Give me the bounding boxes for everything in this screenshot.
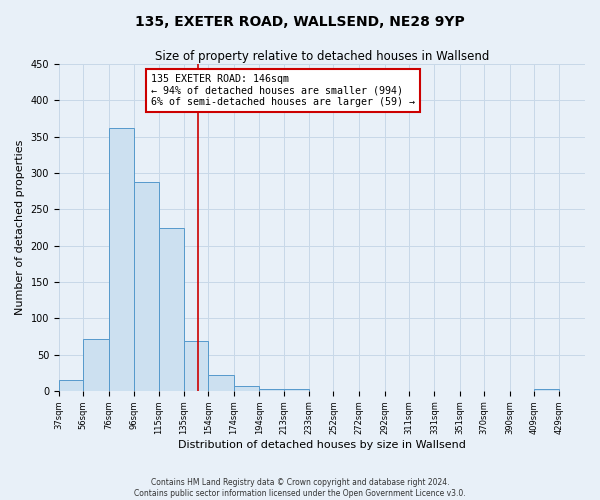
Text: 135 EXETER ROAD: 146sqm
← 94% of detached houses are smaller (994)
6% of semi-de: 135 EXETER ROAD: 146sqm ← 94% of detache…: [151, 74, 415, 107]
Bar: [259, 388, 284, 391]
Bar: [534, 388, 559, 391]
Bar: [59, 380, 83, 391]
Y-axis label: Number of detached properties: Number of detached properties: [15, 140, 25, 315]
Bar: [284, 388, 309, 391]
Bar: [158, 228, 184, 391]
Text: Contains HM Land Registry data © Crown copyright and database right 2024.
Contai: Contains HM Land Registry data © Crown c…: [134, 478, 466, 498]
Bar: [134, 182, 158, 391]
X-axis label: Distribution of detached houses by size in Wallsend: Distribution of detached houses by size …: [178, 440, 466, 450]
Text: 135, EXETER ROAD, WALLSEND, NE28 9YP: 135, EXETER ROAD, WALLSEND, NE28 9YP: [135, 15, 465, 29]
Title: Size of property relative to detached houses in Wallsend: Size of property relative to detached ho…: [155, 50, 489, 63]
Bar: [184, 342, 208, 391]
Bar: [109, 128, 134, 391]
Bar: [83, 338, 109, 391]
Bar: [208, 375, 234, 391]
Bar: [234, 386, 259, 391]
